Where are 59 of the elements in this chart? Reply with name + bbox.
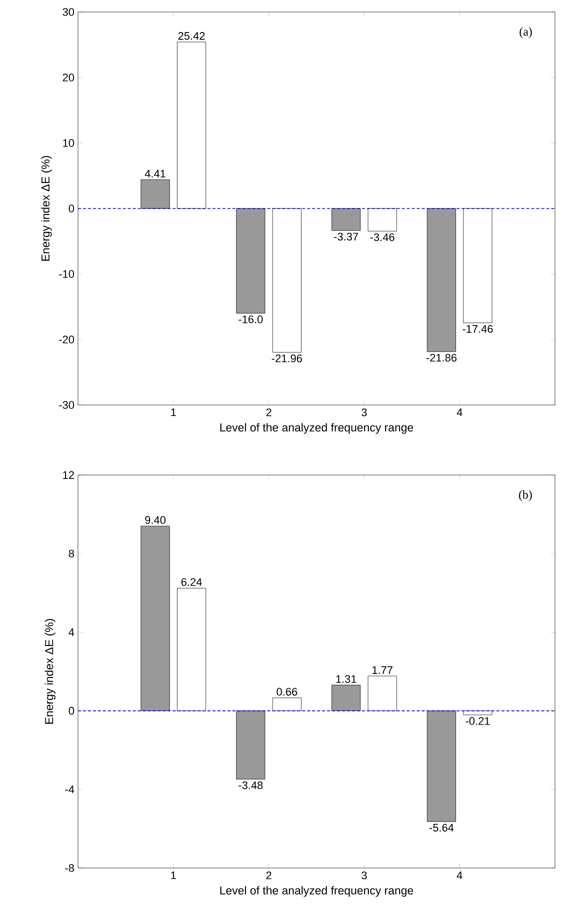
y-tick-label: -8 [65,864,74,872]
bar [463,710,492,716]
x-tick-label: 3 [362,872,367,880]
y-tick-label: -10 [59,270,74,278]
bar [332,208,361,231]
bar [236,208,266,314]
bar [368,676,397,711]
x-axis-title: Level of the analyzed frequency range [220,423,414,434]
bar [236,710,266,780]
y-tick-label: -20 [59,336,74,344]
data-label: -3.46 [370,233,394,242]
data-label: 1.77 [372,666,392,674]
y-tick-label: 20 [62,74,74,82]
x-axis-title: Level of the analyzed frequency range [220,886,414,897]
x-tick-label: 1 [171,872,176,880]
y-tick-label: 30 [62,8,74,16]
bar [177,588,206,711]
y-tick-label: 4 [68,628,74,636]
y-tick-label: -4 [65,786,74,794]
annotation: (b) [518,490,532,502]
data-label: 4.41 [144,170,166,178]
y-tick-label: 0 [68,706,74,715]
bar [140,526,170,711]
bar [272,698,302,711]
data-label: -21.96 [272,354,302,362]
annotation: (a) [520,27,532,38]
y-tick-label: -30 [59,401,74,409]
data-label: 6.24 [181,578,202,586]
data-label: -5.64 [429,824,454,832]
data-label: 9.40 [145,516,166,524]
x-tick-label: 1 [171,408,176,416]
x-tick-label: 2 [266,872,272,880]
data-label: -17.46 [462,325,493,333]
bar [140,179,170,209]
y-tick-label: 12 [63,471,74,479]
bar [426,208,456,352]
y-tick-label: 0 [68,204,74,212]
x-tick-label: 2 [266,408,272,416]
data-label: -21.86 [426,354,457,362]
x-tick-label: 4 [456,408,462,416]
bar [332,684,361,711]
data-label: -16.0 [238,315,263,324]
data-label: -3.37 [334,232,358,241]
bar [177,42,206,209]
bar [463,208,492,324]
data-label: 1.31 [336,675,356,683]
bar [426,710,456,822]
data-label: 0.66 [276,688,298,696]
x-tick-label: 4 [456,872,462,880]
bar [368,208,397,232]
bar [272,208,302,353]
data-label: -3.48 [238,781,263,790]
y-axis-title: Energy index ΔE (%) [44,619,56,724]
y-tick-label: 8 [68,550,74,558]
data-label: -0.21 [466,717,490,725]
data-label: 25.42 [178,32,205,40]
y-axis-title: Energy index ΔE (%) [41,156,52,261]
y-tick-label: 10 [63,139,74,147]
x-tick-label: 3 [362,408,367,416]
